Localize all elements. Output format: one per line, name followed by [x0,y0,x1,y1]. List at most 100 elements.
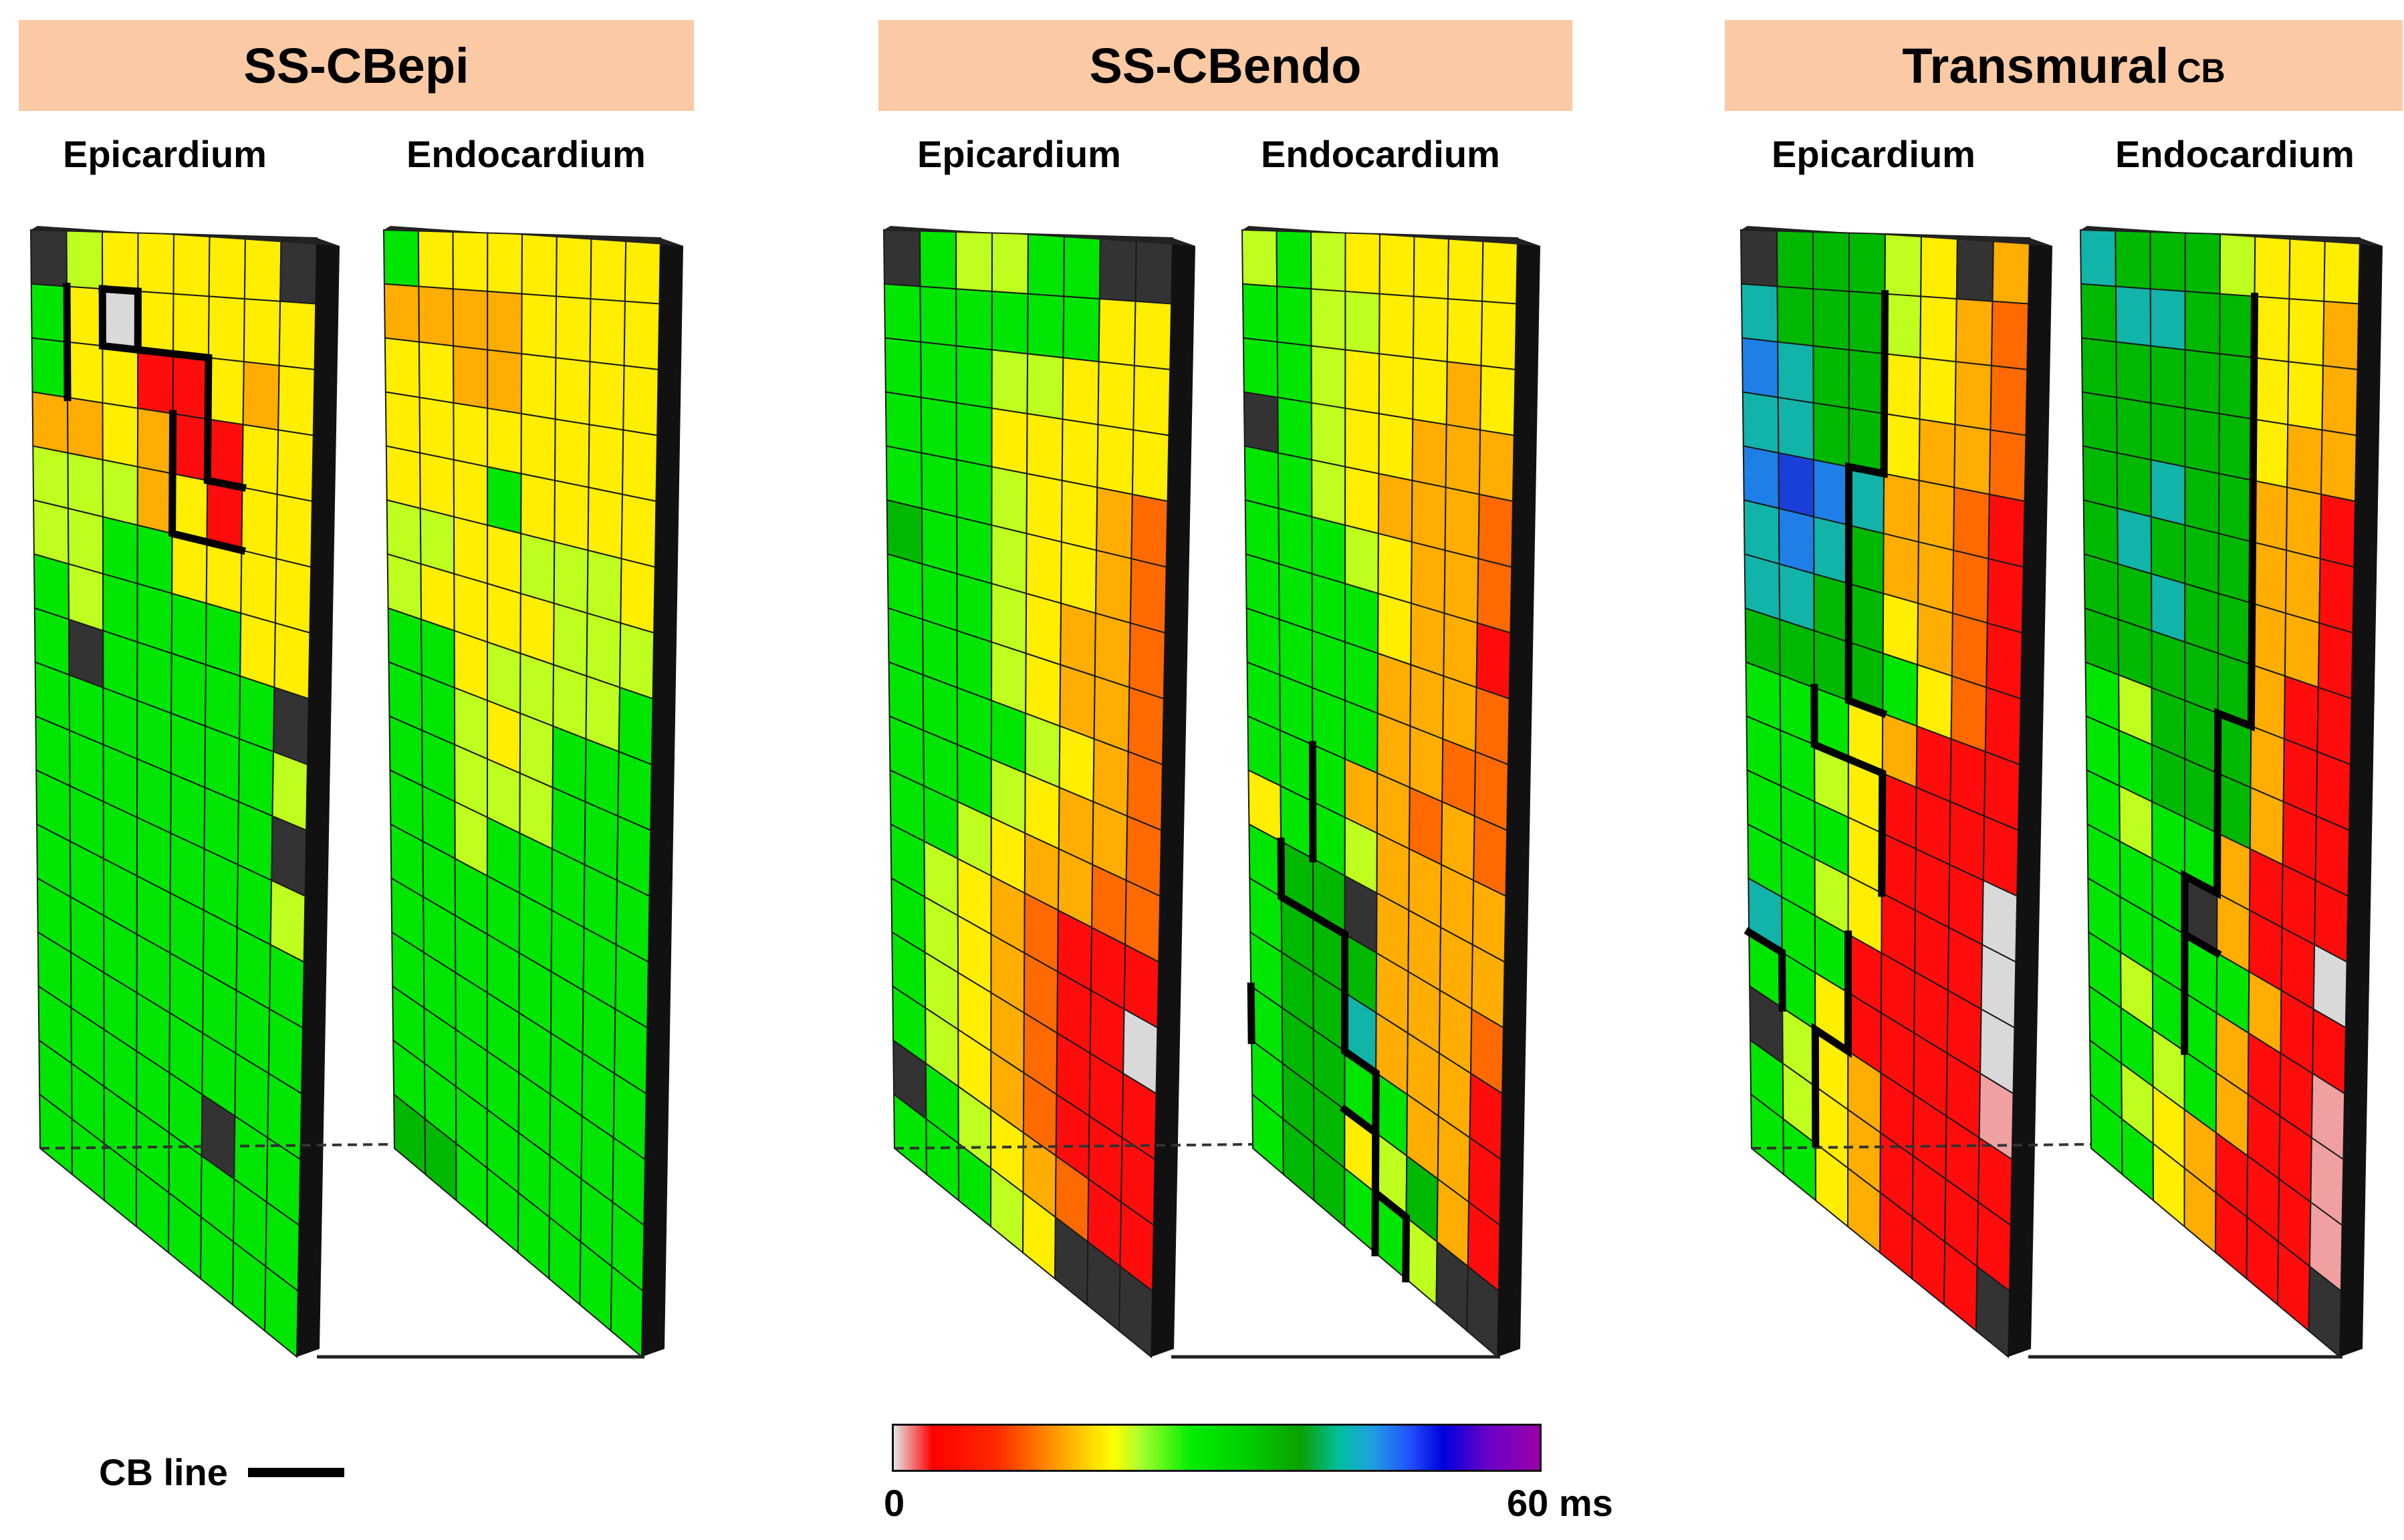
slab-top-edge [2080,226,2383,246]
electrode-cell [102,459,138,526]
electrode-cell [2322,300,2360,371]
electrode-cell [2115,285,2152,347]
electrode-cell [274,557,312,634]
electrode-cell [1062,295,1100,363]
electrode-cell [2287,360,2324,431]
cb-line [1744,927,1786,1012]
electrode-cell [136,407,174,475]
electrode-cell [1060,479,1098,551]
electrode-cell [1444,486,1480,560]
electrode-cell [920,341,957,404]
electrode-cell [29,229,68,287]
electrode-cell [2184,290,2221,355]
electrode-cell [452,231,489,292]
electrode-cell [1812,345,1850,409]
electrode-cell [2217,532,2254,604]
activation-time-colorbar [892,1424,1542,1472]
electrode-cell [102,288,139,351]
slab-top-edge [384,226,683,246]
electrode-cell [921,452,958,518]
electrode-cell [2288,235,2326,302]
electrode-cell [1377,592,1413,666]
electrode-cell [1476,557,1513,634]
electrode-cell [2288,298,2325,367]
electrode-cell [624,236,662,305]
electrode-cell [1443,612,1478,688]
electrode-cell [1377,532,1413,604]
epicardium-label: Epicardium [917,133,1121,175]
electrode-cell [621,429,658,503]
electrode-cell [2149,288,2186,351]
electrode-cell [279,236,318,305]
electrode-cell [453,459,489,526]
electrode-cell [2082,445,2119,509]
electrode-cell [1919,295,1957,363]
electrode-cell [1310,231,1346,292]
electrode-cell [1026,412,1064,482]
electrode-cell [1920,234,1959,300]
electrode-cell [1479,364,1516,436]
electrode-cell [1848,466,1885,535]
panel-title-banner: SS-CBendo [878,20,1572,111]
cb-line [168,410,247,555]
cb-line-label: CB line [99,1451,228,1493]
electrode-cell [1882,592,1919,666]
electrode-cell [1277,452,1313,518]
electrode-cell [2149,231,2186,292]
electrode-cell [67,507,104,575]
electrode-cell [418,341,455,404]
electrode-cell [2253,295,2290,363]
electrode-cell [991,290,1029,355]
electrode-cell [2218,353,2255,420]
electrode-cell [278,300,317,371]
panel-title: SS-CBendo [1089,37,1362,94]
electrode-cell [1990,364,2028,436]
electrode-cell [2284,612,2320,688]
electrode-cell [884,337,922,398]
cb-line [1844,290,1889,719]
electrode-cell [552,602,588,677]
electrode-cell [2218,412,2255,482]
electrode-cell [1310,288,1346,351]
electrode-cell [275,493,313,568]
electrode-cell [1955,235,1995,302]
electrode-cell [243,235,282,302]
electrode-cell [1741,391,1780,454]
electrode-cell [452,288,489,351]
colorbar-max-label: 60 ms [1507,1482,1613,1524]
electrode-cell [520,412,556,482]
panel-title: SS-CBepi [243,37,469,94]
electrode-cell [991,582,1028,654]
electrode-cell [991,466,1028,535]
electrode-cell [137,349,174,415]
electrode-cell [241,486,278,560]
slab-top-edge [1242,226,1540,246]
electrode-cell [2251,541,2288,614]
electrode-cell [1917,602,1953,677]
electrode-cell [1278,507,1313,575]
electrode-cell [587,486,624,560]
electrode-cell [586,612,622,688]
dashed-connector [39,1143,395,1150]
cb-line [2181,928,2222,1055]
electrode-cell [1883,353,1921,420]
electrode-cell [588,424,624,495]
electrode-cell [1130,493,1169,568]
electrode-cell [2079,229,2117,287]
electrode-cell [386,499,422,565]
electrode-cell [1475,686,1510,766]
electrode-cell [1411,418,1447,489]
electrode-cell [520,473,556,543]
electrode-cell [1953,424,1992,495]
electrode-cell [33,499,70,565]
electrode-cell [1344,349,1380,415]
cb-line [1339,1104,1411,1283]
electrode-cell [623,300,660,371]
electrode-cell [1955,298,1994,367]
electrode-cell [553,541,589,614]
electrode-cell [31,337,69,398]
slab-top-edge [884,226,1195,246]
electrode-cell [2286,486,2322,560]
electrode-cell [417,230,454,290]
electrode-cell [137,232,175,295]
